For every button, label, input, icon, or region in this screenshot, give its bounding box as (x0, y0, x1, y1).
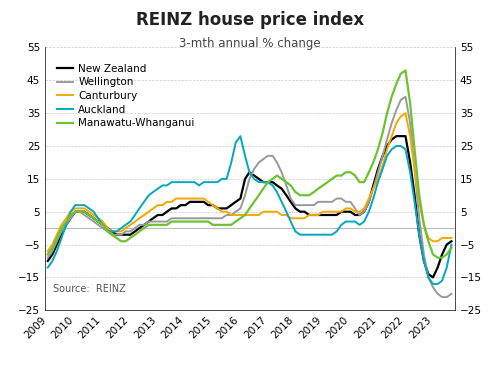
New Zealand (95, 219, 101, 224)
New Zealand (45, 259, 51, 263)
Canturbury (45, 249, 51, 253)
Wellington (86, 216, 92, 220)
Wellington (439, 295, 445, 299)
Auckland (128, 219, 134, 224)
New Zealand (251, 173, 257, 178)
Manawatu-Whanganui (402, 68, 408, 73)
Manawatu-Whanganui (407, 101, 413, 105)
Auckland (86, 206, 92, 211)
Auckland (238, 134, 244, 138)
Canturbury (402, 111, 408, 115)
Wellington (128, 229, 134, 234)
Legend: New Zealand, Wellington, Canturbury, Auckland, Manawatu-Whanganui: New Zealand, Wellington, Canturbury, Auc… (54, 61, 198, 131)
Line: New Zealand: New Zealand (48, 136, 452, 277)
Canturbury (95, 216, 101, 220)
Manawatu-Whanganui (448, 246, 454, 250)
Auckland (45, 265, 51, 270)
New Zealand (394, 134, 400, 138)
Auckland (407, 170, 413, 174)
Canturbury (251, 213, 257, 217)
Line: Manawatu-Whanganui: Manawatu-Whanganui (48, 70, 452, 258)
Manawatu-Whanganui (251, 200, 257, 204)
New Zealand (430, 275, 436, 280)
Manawatu-Whanganui (45, 252, 51, 257)
Manawatu-Whanganui (86, 213, 92, 217)
New Zealand (86, 213, 92, 217)
Canturbury (86, 210, 92, 214)
Wellington (201, 216, 207, 220)
Auckland (201, 180, 207, 184)
Line: Canturbury: Canturbury (48, 113, 452, 251)
Wellington (95, 223, 101, 227)
Wellington (448, 292, 454, 296)
Canturbury (448, 236, 454, 240)
Auckland (95, 216, 101, 220)
Auckland (430, 282, 436, 286)
Line: Wellington: Wellington (48, 97, 452, 297)
Canturbury (128, 223, 134, 227)
New Zealand (128, 233, 134, 237)
Wellington (251, 167, 257, 171)
Manawatu-Whanganui (201, 219, 207, 224)
Text: 3-mth annual % change: 3-mth annual % change (179, 36, 321, 50)
Manawatu-Whanganui (434, 255, 440, 260)
Wellington (402, 95, 408, 99)
Line: Auckland: Auckland (48, 136, 452, 284)
Text: REINZ house price index: REINZ house price index (136, 11, 364, 29)
Auckland (256, 180, 262, 184)
Text: Source:  REINZ: Source: REINZ (53, 284, 126, 295)
Manawatu-Whanganui (95, 219, 101, 224)
New Zealand (448, 239, 454, 243)
Canturbury (407, 134, 413, 138)
Manawatu-Whanganui (128, 236, 134, 240)
New Zealand (407, 160, 413, 165)
Wellington (407, 121, 413, 125)
Wellington (45, 255, 51, 260)
Canturbury (201, 196, 207, 201)
New Zealand (201, 200, 207, 204)
Auckland (448, 242, 454, 247)
